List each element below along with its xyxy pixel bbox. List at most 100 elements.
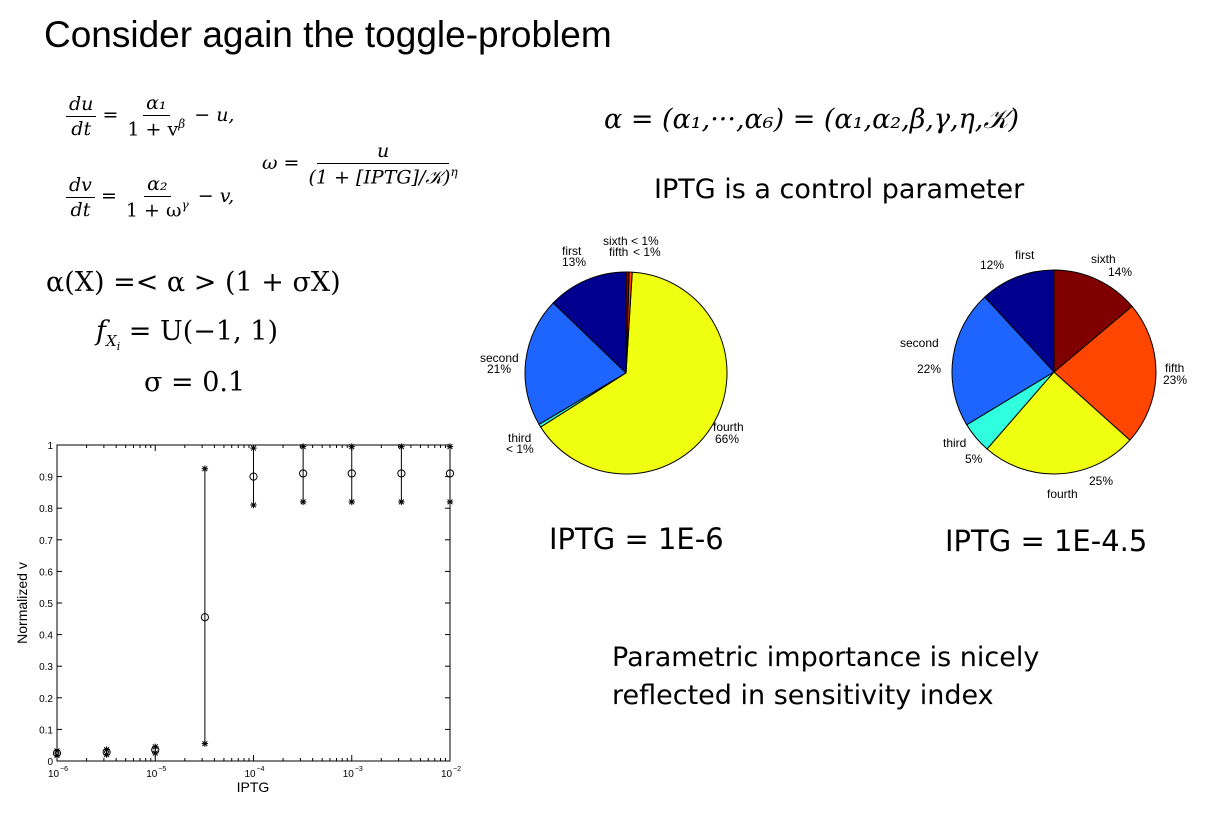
mean-marker bbox=[397, 469, 406, 478]
y-tick-label: 0.9 bbox=[39, 473, 53, 484]
x-tick-exponent: −3 bbox=[355, 766, 363, 773]
x-axis-label: IPTG bbox=[237, 779, 270, 795]
pie-chart-iptg-1e-4.5: first 12% sixth 14% second 22% fifth 23%… bbox=[900, 248, 1187, 501]
pie1-slice-first bbox=[552, 271, 627, 375]
pie1-slice-fourth bbox=[539, 271, 728, 475]
upper-bound-marker bbox=[53, 747, 61, 755]
upper-bound-marker bbox=[299, 443, 307, 450]
pie2-pct-fifth: 23% bbox=[1163, 373, 1187, 387]
dv-numerator: dv bbox=[66, 174, 95, 198]
x-tick-label: 10 bbox=[245, 769, 257, 780]
f-distribution-equation: fXi = U(−1, 1) bbox=[96, 316, 278, 354]
omega-numerator: u bbox=[316, 140, 450, 164]
data-point-group bbox=[299, 443, 308, 506]
upper-bound-marker bbox=[201, 465, 209, 472]
gamma-exponent: γ bbox=[181, 198, 189, 212]
pie1-labels: sixth < 1% fifth < 1% first 13% second 2… bbox=[480, 234, 744, 456]
alpha1-denominator: 1 + vβ bbox=[124, 116, 188, 140]
pie2-label-first: first bbox=[1015, 248, 1035, 262]
x-tick-exponent: −5 bbox=[158, 766, 166, 773]
conclusion-line-1: Parametric importance is nicely bbox=[612, 642, 1040, 673]
data-point-group bbox=[397, 443, 406, 506]
data-point-group bbox=[52, 747, 62, 759]
pie1-label-second: second bbox=[480, 351, 519, 365]
lower-bound-marker bbox=[348, 498, 355, 506]
upper-bound-marker bbox=[398, 443, 405, 450]
den2-text: 1 + ω bbox=[125, 199, 182, 222]
pie1-pct-fifth: < 1% bbox=[633, 245, 661, 259]
equation-dv-dt: dv dt = α₂ 1 + ωγ − v, bbox=[66, 173, 234, 221]
lower-bound-marker bbox=[398, 498, 405, 506]
alpha2-denominator: 1 + ωγ bbox=[123, 197, 192, 221]
upper-bound-marker bbox=[103, 746, 110, 753]
lower-bound-marker bbox=[103, 751, 110, 758]
x-tick-label: 10 bbox=[146, 769, 158, 780]
omega-denominator: (1 + [IPTG]/𝒦)η bbox=[306, 164, 461, 188]
x-tick-label: 10 bbox=[343, 769, 355, 780]
fraction-alpha1: α₁ 1 + vβ bbox=[124, 92, 188, 140]
den1-text: 1 + v bbox=[127, 118, 179, 141]
mean-marker bbox=[52, 749, 62, 758]
x-tick-exponent: −4 bbox=[257, 766, 265, 773]
conclusion-line-2: reflected in sensitivity index bbox=[612, 680, 994, 711]
f-distribution-value: U(−1, 1) bbox=[160, 316, 278, 347]
y-tick-label: 0.4 bbox=[39, 631, 53, 642]
dv-denominator: dt bbox=[70, 198, 91, 221]
omega-lhs: ω = bbox=[262, 152, 300, 175]
pie-chart-iptg-1e-6: sixth < 1% fifth < 1% first 13% second 2… bbox=[480, 234, 744, 475]
upper-bound-marker bbox=[348, 443, 355, 450]
pie1-caption: IPTG = 1E-6 bbox=[549, 522, 724, 556]
lower-bound-marker bbox=[53, 752, 61, 759]
data-point-group bbox=[151, 743, 160, 757]
pie1-label-fifth: fifth bbox=[609, 245, 628, 259]
x-tick-exponent: −6 bbox=[60, 766, 68, 773]
lower-bound-marker bbox=[299, 498, 307, 506]
equation-du-dt: du dt = α₁ 1 + vβ − u, bbox=[66, 92, 234, 140]
du-numerator: du bbox=[66, 93, 97, 117]
data-point-group bbox=[200, 465, 209, 747]
pie1-label-sixth: sixth bbox=[603, 234, 628, 248]
equation-omega: ω = u (1 + [IPTG]/𝒦)η bbox=[262, 140, 461, 188]
pie1-pct-sixth: < 1% bbox=[631, 234, 659, 248]
pie2-label-fifth: fifth bbox=[1165, 361, 1184, 375]
y-tick-label: 0.7 bbox=[39, 536, 53, 547]
tail1: − u, bbox=[194, 104, 235, 127]
slide-title: Consider again the toggle-problem bbox=[44, 14, 612, 55]
pie2-slice-sixth bbox=[1053, 269, 1133, 374]
fraction-alpha2: α₂ 1 + ωγ bbox=[123, 173, 192, 221]
fraction-du-dt: du dt bbox=[66, 93, 97, 140]
plot-marks bbox=[52, 443, 455, 759]
x-tick-label: 10 bbox=[48, 769, 60, 780]
x-tick-label: 10 bbox=[441, 769, 453, 780]
lower-bound-marker bbox=[250, 501, 257, 509]
data-point-group bbox=[102, 746, 111, 758]
pie1-pct-second: 21% bbox=[487, 362, 511, 376]
alpha2-numerator: α₂ bbox=[144, 173, 171, 197]
y-tick-label: 0.5 bbox=[39, 599, 53, 610]
du-denominator: dt bbox=[71, 117, 92, 140]
pie2-slice-second bbox=[951, 296, 1055, 426]
omega-den-text: (1 + [IPTG]/𝒦) bbox=[308, 166, 451, 189]
pie2-caption: IPTG = 1E-4.5 bbox=[945, 524, 1148, 558]
data-point-group bbox=[347, 443, 356, 506]
pie2-label-fourth: fourth bbox=[1047, 487, 1078, 501]
fraction-dv-dt: dv dt bbox=[66, 174, 95, 221]
pie1-pct-fourth: 66% bbox=[715, 432, 739, 446]
mean-marker bbox=[249, 472, 258, 481]
pie1-label-first: first bbox=[562, 244, 582, 258]
alpha1-numerator: α₁ bbox=[143, 92, 170, 116]
pie2-slice-fifth bbox=[1053, 305, 1157, 441]
pie2-pct-fourth: 25% bbox=[1089, 474, 1113, 488]
y-tick-label: 0.3 bbox=[39, 662, 53, 673]
pie2-pct-first: 12% bbox=[980, 258, 1004, 272]
pie2-slice-fourth bbox=[986, 371, 1131, 475]
tail2: − v, bbox=[197, 185, 235, 208]
pie2-slice-first bbox=[984, 269, 1055, 374]
data-point-group bbox=[445, 443, 455, 506]
pie2-labels: first 12% sixth 14% second 22% fifth 23%… bbox=[900, 248, 1187, 501]
pie2-pct-second: 22% bbox=[917, 362, 941, 376]
pie1-label-fourth: fourth bbox=[713, 420, 744, 434]
data-point-group bbox=[249, 444, 258, 509]
